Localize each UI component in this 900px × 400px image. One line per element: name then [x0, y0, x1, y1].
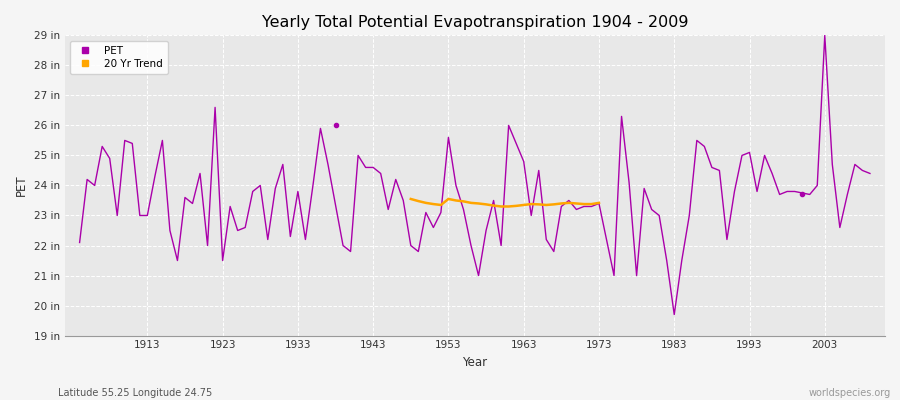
Title: Yearly Total Potential Evapotranspiration 1904 - 2009: Yearly Total Potential Evapotranspiratio…	[262, 15, 688, 30]
X-axis label: Year: Year	[463, 356, 487, 369]
Y-axis label: PET: PET	[15, 175, 28, 196]
Text: worldspecies.org: worldspecies.org	[809, 388, 891, 398]
Legend: PET, 20 Yr Trend: PET, 20 Yr Trend	[70, 40, 168, 74]
Text: Latitude 55.25 Longitude 24.75: Latitude 55.25 Longitude 24.75	[58, 388, 212, 398]
